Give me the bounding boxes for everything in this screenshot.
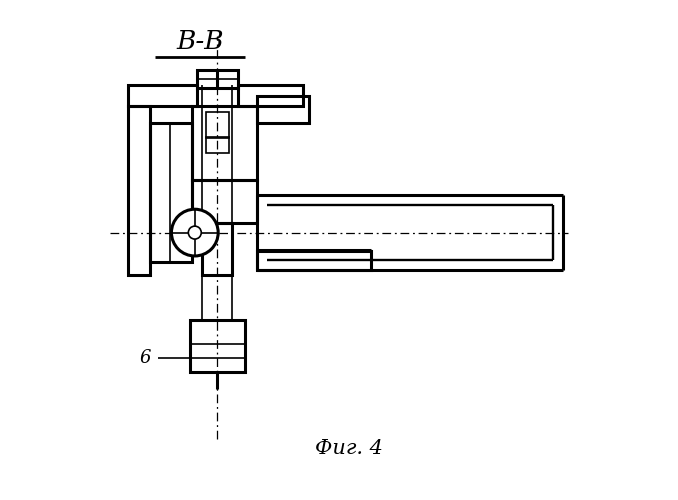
Bar: [127, 85, 197, 106]
Circle shape: [188, 226, 201, 239]
Text: 6: 6: [140, 350, 151, 368]
Text: Фиг. 4: Фиг. 4: [315, 440, 383, 458]
Bar: [202, 275, 232, 320]
Bar: [197, 70, 238, 88]
Bar: [127, 106, 150, 275]
Bar: [202, 222, 232, 275]
Bar: [193, 106, 257, 180]
Bar: [238, 85, 302, 106]
Bar: [150, 123, 193, 262]
Text: В-В: В-В: [176, 28, 224, 54]
Bar: [257, 251, 372, 270]
Bar: [205, 137, 229, 153]
Bar: [193, 180, 257, 222]
Bar: [205, 112, 229, 138]
Circle shape: [172, 209, 218, 256]
Bar: [190, 320, 245, 372]
Bar: [257, 96, 309, 123]
